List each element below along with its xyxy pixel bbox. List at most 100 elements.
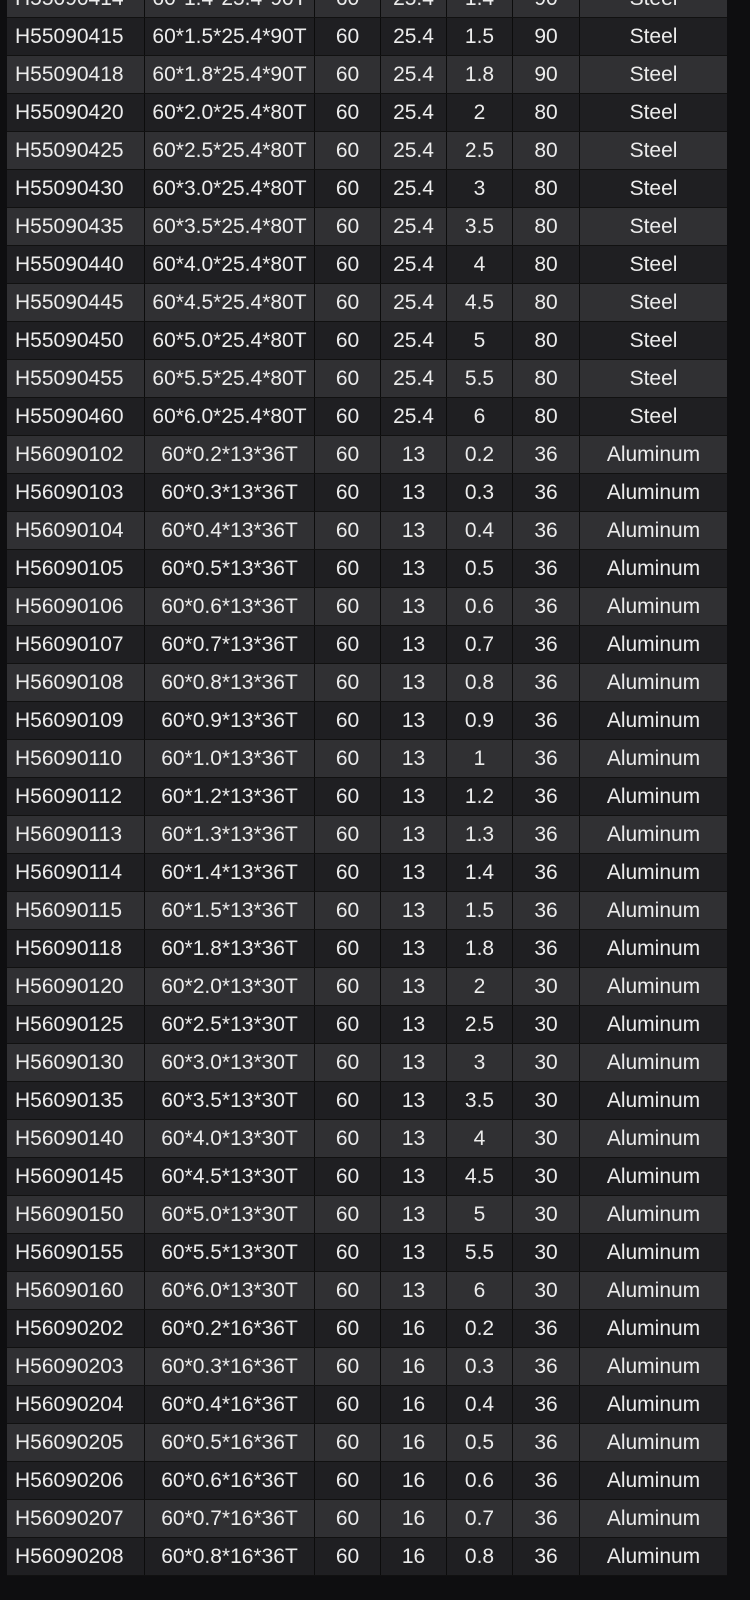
thickness-cell: 0.2	[447, 1310, 513, 1347]
bore-cell: 13	[381, 664, 447, 701]
bore-cell: 13	[381, 436, 447, 473]
material-cell: Aluminum	[606, 747, 701, 770]
thickness-cell: 1.2	[447, 778, 513, 815]
part-number-cell: H56090112	[7, 778, 145, 815]
diameter-cell: 60	[315, 1310, 381, 1347]
diameter-cell: 60	[315, 322, 381, 359]
diameter-cell: 60	[315, 550, 381, 587]
part-number-cell: H56090109	[7, 702, 145, 739]
thickness-cell: 2.5	[447, 132, 513, 169]
thickness-cell: 1.8	[447, 930, 513, 967]
teeth-cell: 80	[513, 132, 580, 169]
thickness-cell: 3.5	[447, 208, 513, 245]
specification-cell: 60*0.6*13*36T	[145, 588, 315, 625]
teeth-cell: 36	[513, 1386, 580, 1423]
specification-cell: 60*2.0*13*30T	[145, 968, 315, 1005]
part-number-cell: H55090430	[7, 170, 145, 207]
diameter-cell: 60	[315, 246, 381, 283]
diameter-cell: 60	[315, 1348, 381, 1385]
material-cell: Aluminum	[606, 1241, 701, 1264]
diameter-cell: 60	[315, 854, 381, 891]
table-row: H55090455 60*5.5*25.4*80T 60 25.4 5.5 80 Steel	[7, 360, 727, 398]
material-cell: Aluminum	[606, 709, 701, 732]
thickness-cell: 0.8	[447, 1538, 513, 1575]
diameter-cell: 60	[315, 1006, 381, 1043]
table-row: H56090150 60*5.0*13*30T 60 13 5 30 Aluminum	[7, 1196, 727, 1234]
specification-cell: 60*1.0*13*36T	[145, 740, 315, 777]
table-row: H55090440 60*4.0*25.4*80T 60 25.4 4 80 Steel	[7, 246, 727, 284]
specification-cell: 60*0.3*13*36T	[145, 474, 315, 511]
thickness-cell: 1.4	[447, 0, 513, 17]
material-cell: Aluminum	[606, 823, 701, 846]
part-number-cell: H56090114	[7, 854, 145, 891]
table-row: H55090418 60*1.8*25.4*90T 60 25.4 1.8 90 Steel	[7, 56, 727, 94]
material-cell: Aluminum	[606, 633, 701, 656]
specification-cell: 60*1.2*13*36T	[145, 778, 315, 815]
diameter-cell: 60	[315, 1424, 381, 1461]
part-number-cell: H56090150	[7, 1196, 145, 1233]
thickness-cell: 5	[447, 322, 513, 359]
specification-cell: 60*0.2*16*36T	[145, 1310, 315, 1347]
teeth-cell: 90	[513, 0, 580, 17]
material-cell: Aluminum	[606, 671, 701, 694]
material-cell: Steel	[629, 329, 678, 352]
thickness-cell: 2	[447, 968, 513, 1005]
table-row: H56090105 60*0.5*13*36T 60 13 0.5 36 Aluminum	[7, 550, 727, 588]
part-number-cell: H56090107	[7, 626, 145, 663]
bore-cell: 25.4	[381, 322, 447, 359]
part-number-cell: H56090130	[7, 1044, 145, 1081]
thickness-cell: 0.5	[447, 1424, 513, 1461]
specification-cell: 60*1.3*13*36T	[145, 816, 315, 853]
part-number-cell: H56090207	[7, 1500, 145, 1537]
material-cell: Aluminum	[606, 937, 701, 960]
teeth-cell: 30	[513, 1272, 580, 1309]
material-cell: Aluminum	[606, 595, 701, 618]
specification-cell: 60*5.0*13*30T	[145, 1196, 315, 1233]
specification-cell: 60*6.0*25.4*80T	[145, 398, 315, 435]
diameter-cell: 60	[315, 170, 381, 207]
diameter-cell: 60	[315, 1386, 381, 1423]
diameter-cell: 60	[315, 208, 381, 245]
diameter-cell: 60	[315, 968, 381, 1005]
thickness-cell: 1.5	[447, 18, 513, 55]
table-row: H56090203 60*0.3*16*36T 60 16 0.3 36 Aluminum	[7, 1348, 727, 1386]
diameter-cell: 60	[315, 360, 381, 397]
thickness-cell: 0.6	[447, 1462, 513, 1499]
diameter-cell: 60	[315, 56, 381, 93]
bore-cell: 16	[381, 1500, 447, 1537]
specification-cell: 60*0.5*16*36T	[145, 1424, 315, 1461]
thickness-cell: 1	[447, 740, 513, 777]
specification-cell: 60*1.8*25.4*90T	[145, 56, 315, 93]
bore-cell: 13	[381, 1120, 447, 1157]
part-number-cell: H56090206	[7, 1462, 145, 1499]
diameter-cell: 60	[315, 1234, 381, 1271]
thickness-cell: 3	[447, 1044, 513, 1081]
specification-cell: 60*2.0*25.4*80T	[145, 94, 315, 131]
part-number-cell: H56090208	[7, 1538, 145, 1575]
table-row: H56090125 60*2.5*13*30T 60 13 2.5 30 Aluminum	[7, 1006, 727, 1044]
diameter-cell: 60	[315, 626, 381, 663]
part-number-cell: H56090113	[7, 816, 145, 853]
diameter-cell: 60	[315, 0, 381, 17]
product-spec-table: H5509041460*1.4*25.4*90T6025.41.490Steel…	[7, 0, 727, 1576]
material-cell: Aluminum	[606, 1393, 701, 1416]
material-cell: Aluminum	[606, 1279, 701, 1302]
thickness-cell: 2.5	[447, 1006, 513, 1043]
bore-cell: 13	[381, 892, 447, 929]
table-row: H55090425 60*2.5*25.4*80T 60 25.4 2.5 80 Steel	[7, 132, 727, 170]
diameter-cell: 60	[315, 930, 381, 967]
part-number-cell: H55090420	[7, 94, 145, 131]
teeth-cell: 36	[513, 1348, 580, 1385]
specification-cell: 60*3.0*13*30T	[145, 1044, 315, 1081]
table-row: H56090145 60*4.5*13*30T 60 13 4.5 30 Aluminum	[7, 1158, 727, 1196]
table-row: H56090207 60*0.7*16*36T 60 16 0.7 36 Aluminum	[7, 1500, 727, 1538]
table-row: H55090430 60*3.0*25.4*80T 60 25.4 3 80 Steel	[7, 170, 727, 208]
table-row: H56090108 60*0.8*13*36T 60 13 0.8 36 Aluminum	[7, 664, 727, 702]
bore-cell: 13	[381, 930, 447, 967]
material-cell: Aluminum	[606, 1127, 701, 1150]
bore-cell: 16	[381, 1462, 447, 1499]
part-number-cell: H55090460	[7, 398, 145, 435]
bore-cell: 13	[381, 1158, 447, 1195]
thickness-cell: 2	[447, 94, 513, 131]
diameter-cell: 60	[315, 398, 381, 435]
